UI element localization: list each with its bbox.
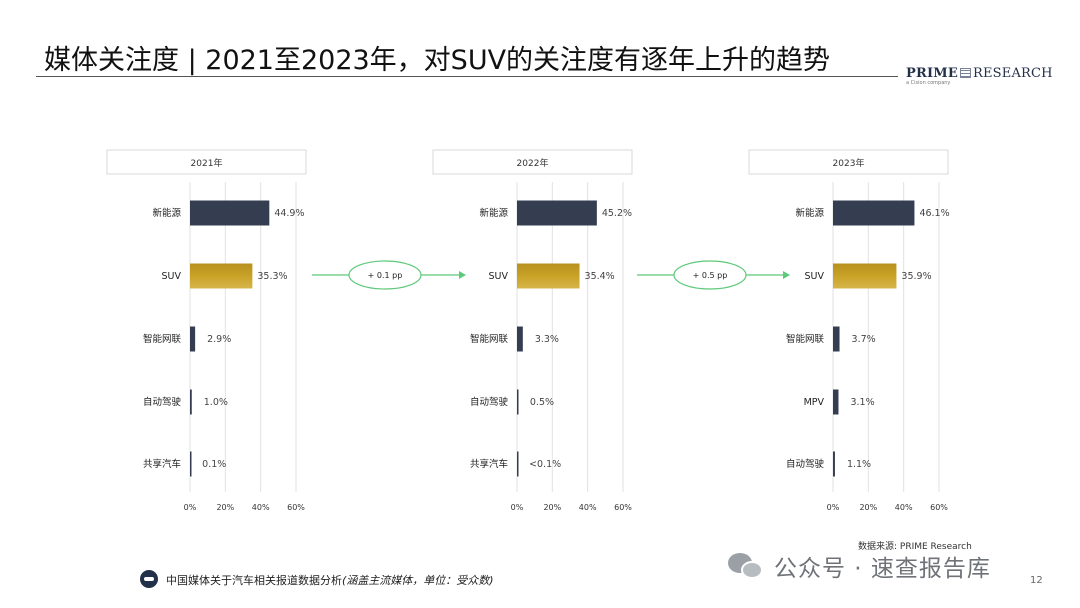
- chart-title-box: [748, 149, 949, 175]
- bar: [517, 389, 519, 415]
- x-tick-label: 0%: [827, 503, 840, 512]
- bar: [517, 263, 580, 289]
- x-tick-label: 20%: [859, 503, 877, 512]
- data-source: 数据来源: PRIME Research: [858, 542, 972, 552]
- category-label: 智能网联: [143, 333, 182, 345]
- category-label: SUV: [805, 271, 825, 282]
- page-title: 媒体关注度 | 2021至2023年，对SUV的关注度有逐年上升的趋势: [44, 45, 831, 76]
- change-label: + 0.5 pp: [693, 271, 728, 280]
- bar: [517, 326, 523, 352]
- bar: [833, 451, 835, 477]
- data-label: 3.1%: [850, 397, 874, 408]
- x-tick-label: 20%: [543, 503, 561, 512]
- x-tick-label: 60%: [614, 503, 632, 512]
- bar: [190, 451, 192, 477]
- arrow-head-icon: [783, 271, 790, 279]
- watermark-text: 公众号 · 速查报告库: [774, 556, 991, 582]
- category-label: SUV: [489, 271, 509, 282]
- change-badge: [348, 260, 422, 290]
- x-tick-label: 40%: [895, 503, 913, 512]
- data-label: 2.9%: [207, 334, 231, 345]
- bar: [833, 389, 839, 415]
- data-label: 35.4%: [585, 271, 615, 282]
- bar: [517, 200, 597, 226]
- prime-research-logo: PRIME RESEARCH a Cision company: [906, 66, 1056, 92]
- category-label: 共享汽车: [143, 458, 181, 470]
- title-divider: [36, 76, 898, 77]
- change-badge: [673, 260, 747, 290]
- data-label: 45.2%: [602, 208, 632, 219]
- bar: [190, 200, 270, 226]
- arrow-head-icon: [459, 271, 466, 279]
- category-label: SUV: [162, 271, 182, 282]
- data-label: 3.7%: [852, 334, 876, 345]
- data-label: 46.1%: [919, 208, 949, 219]
- bar: [833, 263, 897, 289]
- x-tick-label: 40%: [579, 503, 597, 512]
- chart-title: 2023年: [833, 157, 865, 169]
- category-label: 新能源: [795, 207, 824, 219]
- logo-bold-text: PRIME: [906, 66, 958, 81]
- chart-title-box: [432, 149, 633, 175]
- data-label: 44.9%: [274, 208, 304, 219]
- data-label: 1.0%: [204, 397, 228, 408]
- chart-title: 2021年: [191, 157, 223, 169]
- category-label: 自动驾驶: [143, 396, 182, 408]
- data-label: 35.3%: [257, 271, 287, 282]
- change-label: + 0.1 pp: [368, 271, 403, 280]
- bar: [190, 326, 196, 352]
- x-tick-label: 0%: [511, 503, 524, 512]
- footer-hand-icon: [140, 570, 158, 588]
- category-label: 新能源: [152, 207, 181, 219]
- data-label: 3.3%: [535, 334, 559, 345]
- bar: [833, 200, 915, 226]
- wechat-watermark: 公众号 · 速查报告库: [726, 548, 1052, 584]
- data-label: 0.1%: [202, 459, 226, 470]
- bar: [833, 326, 840, 352]
- x-tick-label: 40%: [252, 503, 270, 512]
- category-label: MPV: [804, 397, 825, 408]
- logo-rest-text: RESEARCH: [972, 66, 1053, 81]
- footer-note: (涵盖主流媒体，单位：受众数): [342, 574, 494, 587]
- logo-subtitle: a Cision company: [906, 80, 951, 86]
- x-tick-label: 60%: [930, 503, 948, 512]
- category-label: 新能源: [479, 207, 508, 219]
- category-label: 自动驾驶: [786, 458, 825, 470]
- data-label: <0.1%: [529, 459, 561, 470]
- x-tick-label: 0%: [184, 503, 197, 512]
- logo-mark-icon: [959, 68, 971, 78]
- bar: [517, 451, 519, 477]
- data-label: 35.9%: [901, 271, 931, 282]
- footer-text: 中国媒体关于汽车相关报道数据分析: [166, 574, 342, 587]
- wechat-icon: [726, 551, 766, 581]
- category-label: 共享汽车: [470, 458, 508, 470]
- chart-title-box: [106, 149, 307, 175]
- category-label: 智能网联: [470, 333, 509, 345]
- x-tick-label: 60%: [287, 503, 305, 512]
- page-number: 12: [1030, 575, 1043, 586]
- data-label: 0.5%: [530, 397, 554, 408]
- category-label: 自动驾驶: [470, 396, 509, 408]
- bar: [190, 263, 253, 289]
- footer-caption: 中国媒体关于汽车相关报道数据分析(涵盖主流媒体，单位：受众数): [166, 572, 494, 588]
- bar: [190, 389, 192, 415]
- x-tick-label: 20%: [216, 503, 234, 512]
- category-label: 智能网联: [786, 333, 825, 345]
- chart-title: 2022年: [517, 157, 549, 169]
- data-label: 1.1%: [847, 459, 871, 470]
